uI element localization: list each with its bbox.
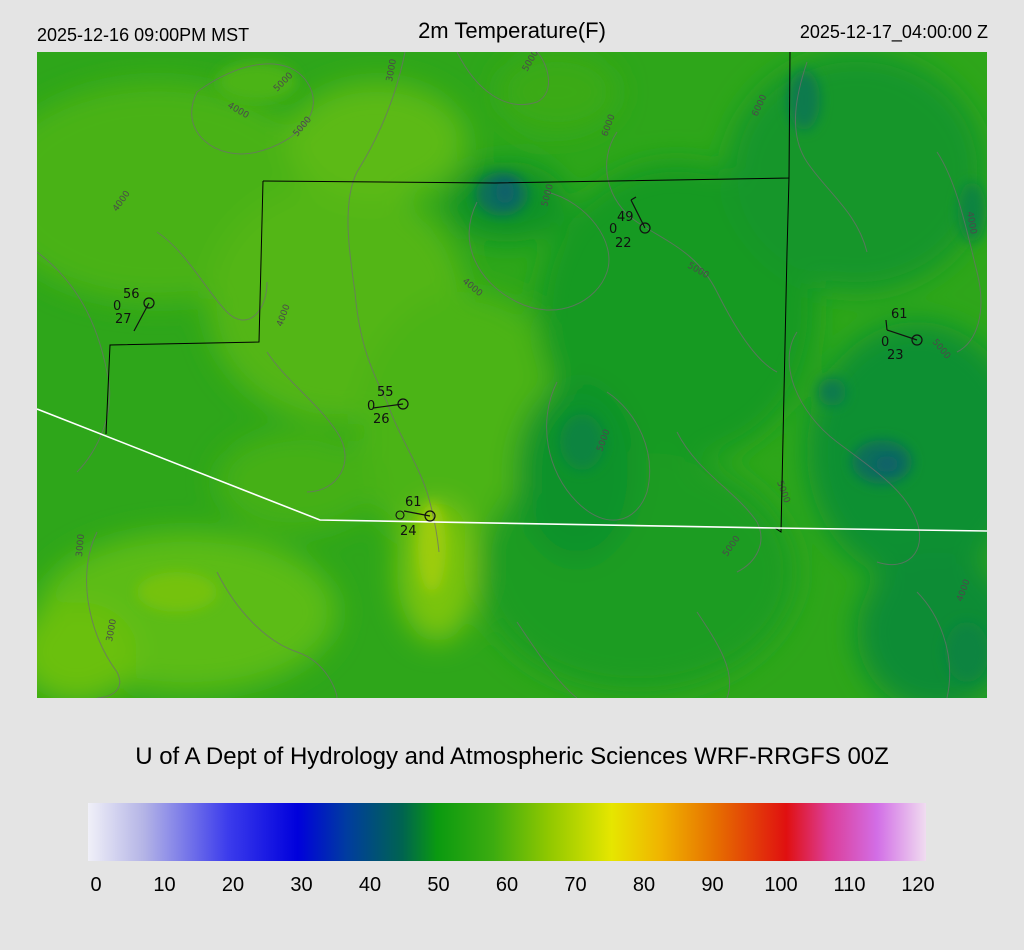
- colorbar-tick-label: 40: [358, 874, 382, 896]
- station-wind: 0: [113, 299, 121, 314]
- contour-label: 3000: [105, 618, 119, 643]
- colorbar-tick-label: 100: [764, 874, 798, 896]
- colorbar-tick-label: 10: [153, 874, 176, 896]
- colorbar-tick-label: 0: [90, 874, 102, 896]
- colorbar-tick-label: 120: [901, 874, 935, 896]
- station-plot: 61 24: [395, 495, 436, 539]
- colorbar-tick-label: 70: [564, 874, 587, 896]
- station-temperature: 55: [377, 385, 394, 400]
- colorbar-tick-label: 80: [632, 874, 656, 896]
- colorbar-tick-label: 30: [290, 874, 313, 896]
- station-plot: 61 0 23: [881, 307, 923, 363]
- station-temperature: 61: [891, 307, 908, 322]
- contour-label: 3000: [385, 58, 399, 83]
- colorbar-tick-label: 20: [221, 874, 245, 896]
- colorbar-tick-label: 110: [833, 874, 866, 896]
- station-plot: 49 0 22: [609, 196, 651, 251]
- station-dewpoint: 27: [115, 312, 132, 327]
- station-dewpoint: 23: [887, 348, 904, 363]
- station-wind: 0: [609, 222, 617, 237]
- valid-time-local: 2025-12-16 09:00PM MST: [37, 25, 250, 45]
- station-dewpoint: 22: [615, 236, 632, 251]
- county-boundaries: [105, 52, 791, 533]
- temperature-colorbar: [88, 803, 926, 861]
- station-dewpoint: 26: [373, 412, 390, 427]
- elevation-contours: [37, 52, 982, 698]
- colorbar-tick-labels: 0 10 20 30 40 50 60 70 80 90 100 110 120: [0, 874, 1024, 904]
- station-temperature: 56: [123, 287, 140, 302]
- valid-time-utc: 2025-12-17_04:00:00 Z: [799, 22, 988, 42]
- map-title: 2m Temperature(F): [418, 18, 606, 43]
- colorbar-tick-label: 90: [701, 874, 724, 896]
- station-plots: 56 0 27 49 0 22 61 0 23: [113, 196, 923, 539]
- station-temperature: 49: [617, 210, 634, 225]
- contour-label: 3000: [75, 533, 87, 557]
- station-wind: 0: [367, 399, 375, 414]
- colorbar-tick-label: 50: [427, 874, 450, 896]
- station-dewpoint: 24: [400, 524, 417, 539]
- model-credit: U of A Dept of Hydrology and Atmospheric…: [135, 743, 889, 770]
- state-boundary: [37, 408, 987, 532]
- station-plot: 56 0 27: [113, 287, 155, 332]
- station-plot: 55 0 26: [367, 385, 409, 427]
- station-temperature: 61: [405, 495, 422, 510]
- contour-label: 4000: [964, 211, 978, 236]
- station-wind: 0: [881, 335, 889, 350]
- colorbar-tick-label: 60: [495, 874, 519, 896]
